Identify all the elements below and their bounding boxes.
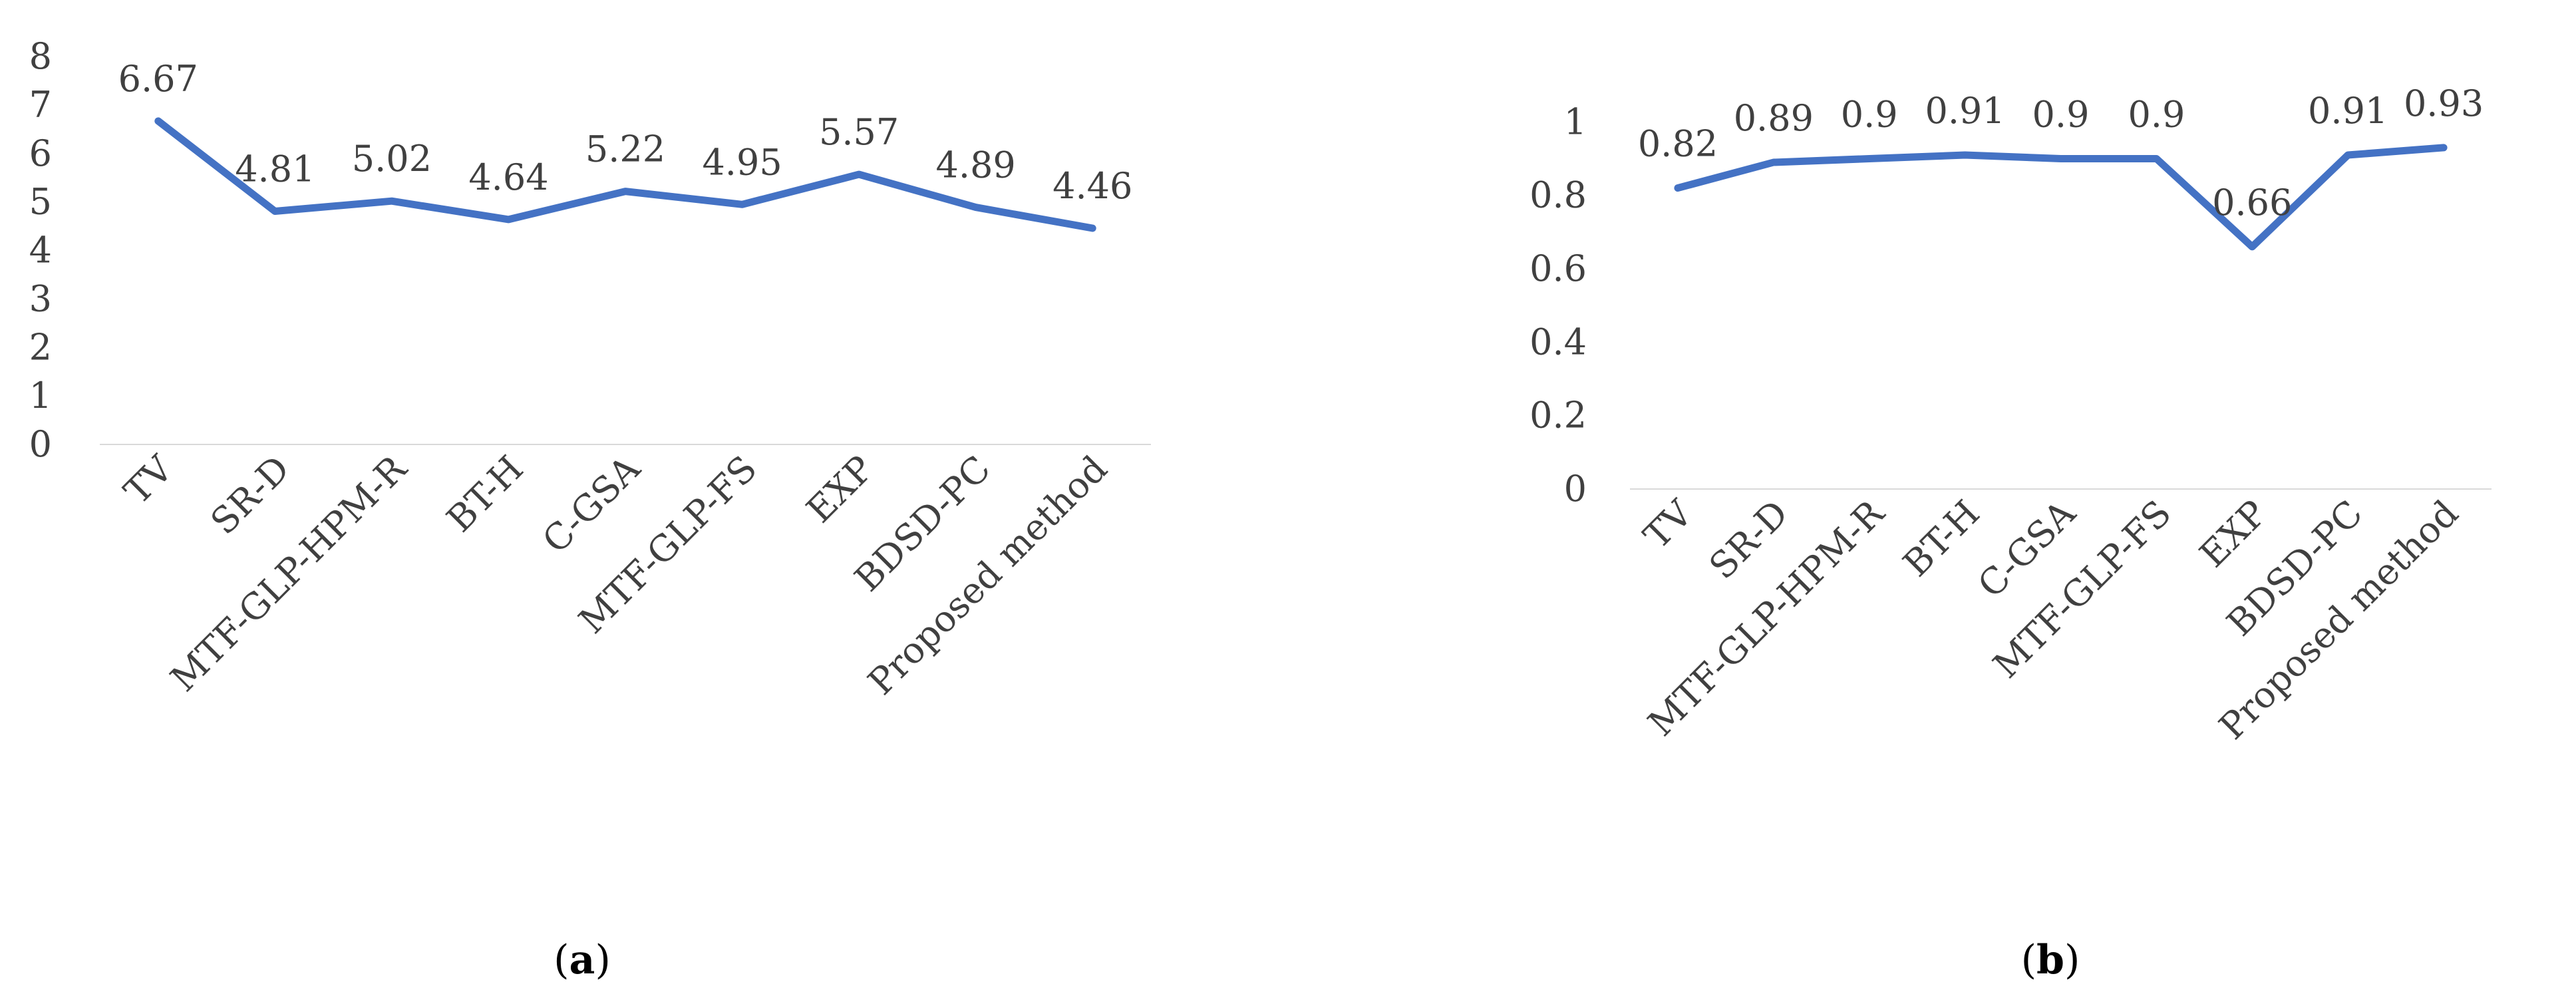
data-label: 6.67 [118, 58, 198, 100]
data-label: 4.81 [235, 148, 315, 190]
y-tick-label: 0.6 [1530, 248, 1587, 289]
caption-a-letter: a [569, 937, 595, 983]
y-tick-label: 2 [29, 326, 52, 368]
data-label: 5.22 [585, 128, 665, 170]
series-line-a [154, 117, 1096, 232]
y-tick-label: 1 [1564, 100, 1587, 142]
y-tick-label: 8 [29, 35, 52, 77]
data-label: 4.95 [702, 141, 782, 183]
category-label: EXP [798, 448, 882, 531]
y-tick-label: 0.4 [1530, 321, 1587, 363]
category-label: SR-D [203, 448, 298, 543]
chart-a: 0 1 2 3 4 5 6 7 8 6.67 4.81 5.02 4.64 5.22 4.95 5.57 4.8… [29, 35, 1151, 703]
data-point [1677, 188, 1679, 189]
y-tick-label: 0 [29, 423, 52, 465]
data-label: 4.89 [936, 144, 1016, 186]
data-point [1965, 154, 1966, 156]
data-label: 0.66 [2212, 182, 2292, 224]
data-point [975, 207, 977, 208]
data-label: 0.82 [1638, 123, 1718, 165]
data-label: 4.64 [468, 156, 548, 198]
y-tick-label: 7 [29, 84, 52, 126]
y-tick-label: 1 [29, 375, 52, 417]
data-point [158, 120, 159, 122]
caption-b-letter: b [2036, 937, 2064, 983]
y-tick-label: 0 [1564, 468, 1587, 510]
caption-b: (b) [2021, 937, 2080, 983]
data-point [625, 191, 626, 192]
y-tick-label: 0.2 [1530, 395, 1587, 436]
data-point [2060, 158, 2062, 160]
chart-b: 0 0.2 0.4 0.6 0.8 1 0.82 0.89 0.9 0.91 0.9 0.9 0.66 0… [1530, 83, 2492, 748]
data-label: 0.9 [2032, 94, 2090, 136]
data-point [2251, 246, 2253, 248]
category-label: C-GSA [534, 447, 649, 562]
category-label: BT-H [1895, 492, 1987, 585]
y-tick-label: 6 [29, 132, 52, 174]
data-point [2443, 147, 2444, 148]
data-label: 5.02 [352, 138, 432, 180]
category-label: EXP [2191, 492, 2275, 576]
data-label: 0.9 [1841, 94, 1898, 136]
data-label: 0.9 [2128, 94, 2185, 136]
y-tick-label: 0.8 [1530, 174, 1587, 216]
data-point [1773, 162, 1774, 163]
data-point [858, 174, 860, 175]
data-point [2347, 154, 2348, 156]
data-point [274, 210, 275, 212]
data-point [1869, 158, 1870, 160]
data-label: 0.91 [1925, 90, 2005, 132]
data-point [391, 200, 393, 202]
data-label: 0.93 [2404, 83, 2484, 124]
data-label: 0.89 [1734, 97, 1814, 139]
y-tick-label: 4 [29, 230, 52, 271]
data-point [1092, 228, 1093, 229]
y-tick-label: 5 [29, 181, 52, 223]
caption-a: (a) [554, 937, 611, 983]
data-label: 4.46 [1052, 165, 1132, 207]
category-label: BT-H [438, 448, 531, 540]
y-tick-label: 3 [29, 277, 52, 319]
data-point [742, 204, 743, 205]
data-point [2156, 158, 2157, 160]
series-line-b [1674, 144, 2448, 251]
data-label: 5.57 [819, 111, 899, 153]
data-label: 0.91 [2308, 90, 2388, 132]
category-label: TV [1636, 492, 1701, 557]
data-point [508, 219, 509, 220]
category-label: TV [116, 447, 181, 512]
